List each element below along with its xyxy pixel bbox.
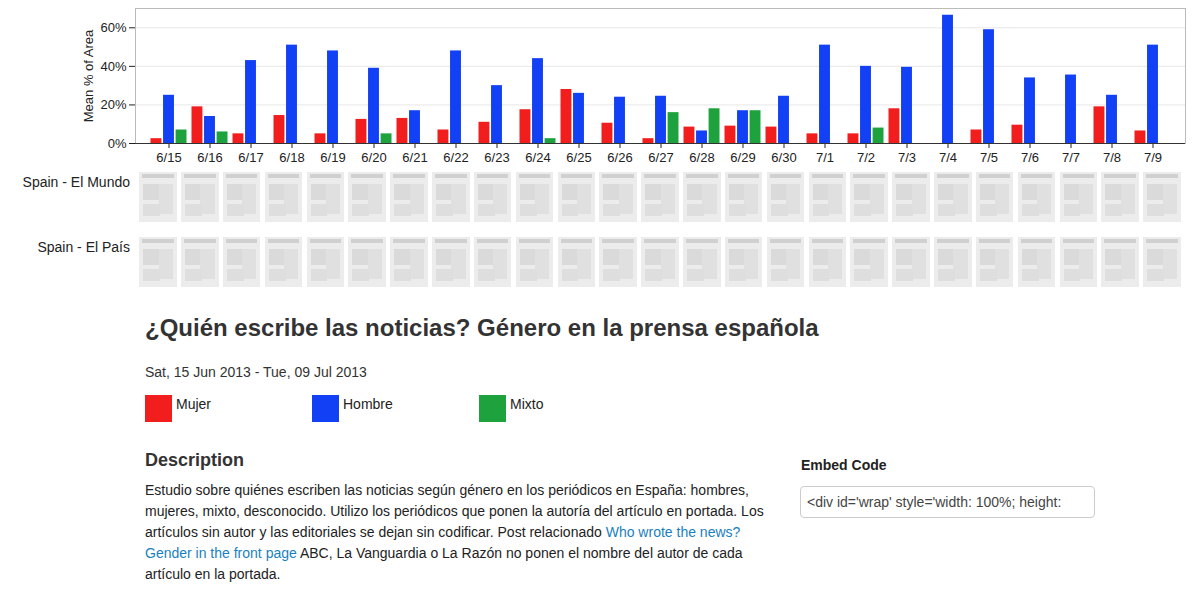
svg-text:6/24: 6/24 [525,150,550,165]
html-text:Spain - El Mundo: Spain - El Mundo [22,174,130,190]
svg-text:0%: 0% [108,136,127,151]
svg-text:7/2: 7/2 [857,150,875,165]
svg-text:20%: 20% [100,97,126,112]
html-text:Description: Description [145,450,244,470]
html-text:Spain - El País: Spain - El País [37,239,130,255]
svg-text:60%: 60% [100,20,126,35]
svg-text:7/9: 7/9 [1144,150,1162,165]
svg-text:6/30: 6/30 [771,150,796,165]
svg-text:40%: 40% [100,59,126,74]
svg-text:6/23: 6/23 [484,150,509,165]
svg-text:6/15: 6/15 [156,150,181,165]
svg-text:6/18: 6/18 [279,150,304,165]
svg-text:6/21: 6/21 [402,150,427,165]
html-text:Mixto: Mixto [510,396,544,412]
html-text:Embed Code: Embed Code [801,457,887,473]
svg-text:6/16: 6/16 [197,150,222,165]
html-text:Estudio sobre quiénes escriben: Estudio sobre quiénes escriben las notic… [145,482,764,582]
svg-text:6/26: 6/26 [607,150,632,165]
html-text:Mujer: Mujer [176,396,211,412]
svg-text:7/8: 7/8 [1103,150,1121,165]
html-text:Hombre: Hombre [343,396,393,412]
svg-text:7/5: 7/5 [980,150,998,165]
svg-text:6/25: 6/25 [566,150,591,165]
html-text:¿Quién escribe las noticias? G: ¿Quién escribe las noticias? Género en l… [145,314,819,341]
svg-text:6/27: 6/27 [648,150,673,165]
svg-text:7/3: 7/3 [898,150,916,165]
svg-text:Mean % of Area: Mean % of Area [81,29,96,122]
svg-text:6/22: 6/22 [443,150,468,165]
svg-text:7/1: 7/1 [816,150,834,165]
svg-text:6/28: 6/28 [689,150,714,165]
svg-text:6/20: 6/20 [361,150,386,165]
svg-text:6/29: 6/29 [730,150,755,165]
svg-text:7/4: 7/4 [939,150,957,165]
svg-text:6/17: 6/17 [238,150,263,165]
svg-text:7/7: 7/7 [1062,150,1080,165]
svg-text:7/6: 7/6 [1021,150,1039,165]
html-text:Sat, 15 Jun 2013 - Tue, 09 Jul: Sat, 15 Jun 2013 - Tue, 09 Jul 2013 [145,364,367,380]
svg-text:6/19: 6/19 [320,150,345,165]
